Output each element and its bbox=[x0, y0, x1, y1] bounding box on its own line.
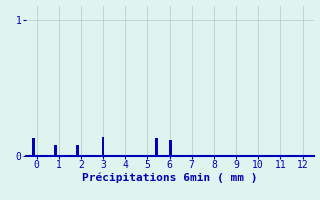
Bar bbox=[102, 137, 104, 156]
Bar bbox=[169, 140, 172, 156]
X-axis label: Précipitations 6min ( mm ): Précipitations 6min ( mm ) bbox=[82, 173, 257, 183]
Bar bbox=[32, 138, 35, 156]
Bar bbox=[155, 138, 158, 156]
Bar bbox=[54, 145, 57, 156]
Bar bbox=[76, 145, 79, 156]
